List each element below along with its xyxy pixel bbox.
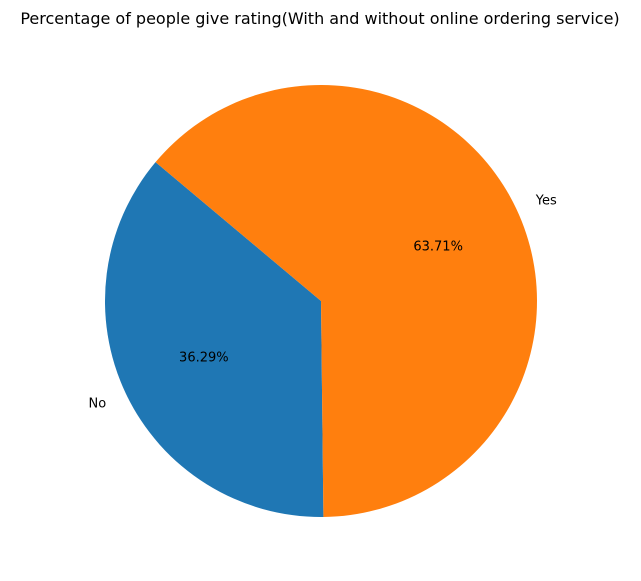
- slice-label-yes: Yes: [535, 193, 557, 208]
- pie-labels: No 36.29% Yes 63.71%: [89, 193, 557, 411]
- chart-title: Percentage of people give rating(With an…: [20, 9, 619, 28]
- slice-label-no: No: [89, 397, 107, 412]
- pie-slice-yes: [155, 85, 537, 517]
- pie-slices: [104, 85, 537, 518]
- slice-percent-yes: 63.71%: [413, 240, 463, 255]
- slice-percent-no: 36.29%: [179, 350, 229, 365]
- pie-slice-no: [104, 162, 324, 518]
